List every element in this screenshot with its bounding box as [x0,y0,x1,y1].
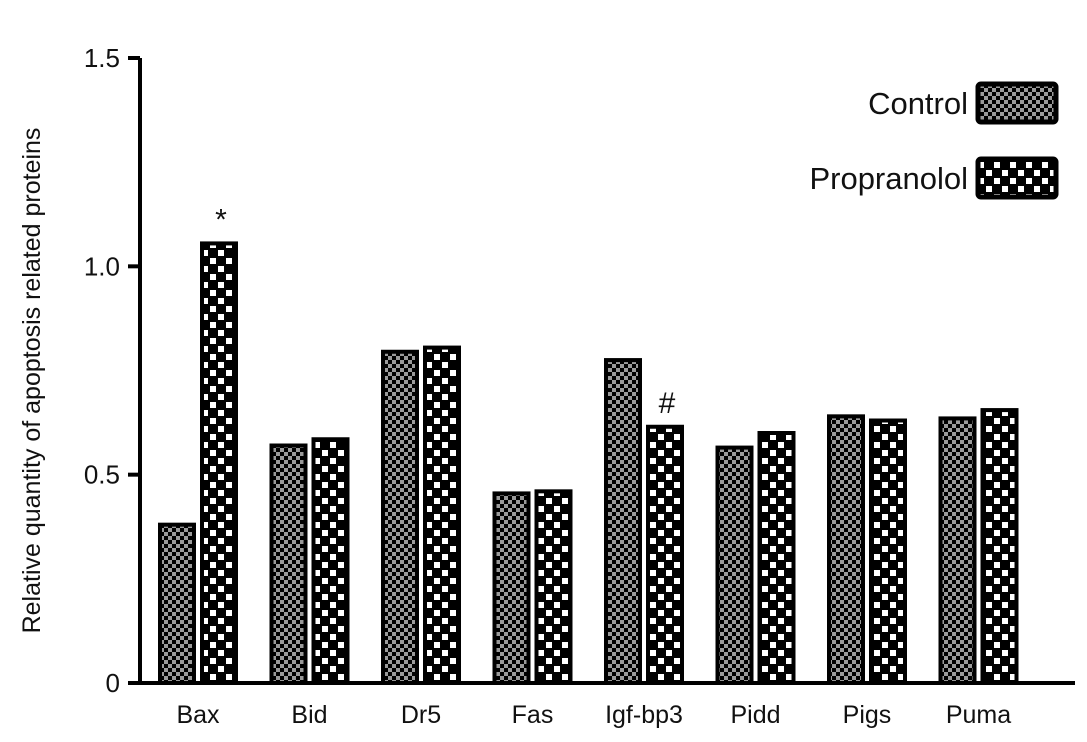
y-tick-label: 1.0 [84,251,120,281]
bar-pigs-propranolol [869,418,907,685]
x-tick-label: Puma [946,701,1011,729]
y-tick-label: 0 [106,668,120,698]
x-tick-label: Bax [176,701,220,729]
bar-fas-control [492,491,531,685]
x-tick-label: Bid [291,701,327,729]
labels: 0 0.5 1.0 1.5 Relative quantity of apoptosis… [18,43,1011,729]
bar-bax-propranolol [200,241,238,686]
y-tick-label: 1.5 [84,43,120,73]
significance-annotation: * [215,203,227,236]
legend-label-propranolol: Propranolol [809,161,968,196]
legend-swatch-control [975,81,1059,125]
legend-swatch-propranolol [975,156,1059,200]
legend: Control Propranolol [809,81,1059,200]
y-tick-label: 0.5 [84,460,120,490]
x-tick-label: Pigs [843,701,892,729]
bar-pidd-control [715,445,754,686]
bar-dr5-control [381,349,419,685]
y-axis-label: Relative quantity of apoptosis related p… [18,128,46,634]
bar-igf-bp3-propranolol [646,424,684,685]
bar-puma-control [938,416,977,685]
x-tick-label: Pidd [730,701,780,729]
bar-bid-propranolol [311,437,350,685]
bar-puma-propranolol [980,408,1019,685]
legend-label-control: Control [868,86,968,121]
x-tick-label: Igf-bp3 [605,701,683,729]
significance-annotation: # [659,387,676,420]
bars [158,241,1019,686]
bar-bax-control [158,522,196,686]
bar-pidd-propranolol [757,431,796,685]
bar-pigs-control [827,414,865,685]
bar-fas-propranolol [534,489,573,686]
bar-dr5-propranolol [423,345,461,685]
x-tick-label: Fas [512,701,554,729]
x-tick-label: Dr5 [401,701,441,729]
bar-igf-bp3-control [604,358,642,685]
bar-bid-control [269,443,308,685]
